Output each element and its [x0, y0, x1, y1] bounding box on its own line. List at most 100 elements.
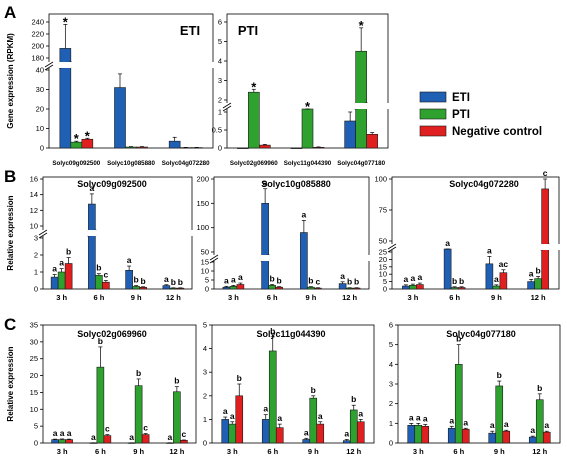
legend-label: Negative control	[452, 126, 542, 138]
y-tick-label: 15	[201, 258, 209, 267]
y-tick-label: 0	[40, 144, 44, 153]
bar-eti	[50, 276, 59, 290]
significance-letter: a	[418, 272, 423, 282]
category-label: 6 h	[267, 447, 278, 456]
significance-letter: b	[452, 276, 457, 286]
bar-eti	[447, 427, 456, 444]
significance-letter: b	[171, 277, 176, 287]
category-label: Solyc11g044390	[284, 160, 332, 167]
significance-letter: c	[316, 277, 321, 287]
significance-letter: b	[178, 277, 183, 287]
bar-pti	[414, 424, 423, 444]
y-tick-label: 200	[31, 42, 44, 51]
bar-eti	[300, 232, 308, 290]
significance-letter: b	[141, 276, 146, 286]
significance-letter: a	[423, 413, 428, 423]
bar-pti	[134, 385, 143, 444]
bar-negative-control	[275, 427, 284, 444]
bar-negative-control	[64, 263, 73, 290]
chart-title: Solyc04g077180	[446, 329, 516, 339]
chart-title: Solyc02g069960	[77, 329, 147, 339]
y-axis-label: Relative expression	[6, 346, 15, 421]
bar-eti	[114, 87, 126, 149]
significance-letter: a	[358, 408, 363, 418]
category-label: 12 h	[169, 447, 184, 456]
y-tick-label: 75	[379, 206, 387, 215]
category-label: Solyc10g085880	[107, 160, 155, 167]
significance-letter: a	[60, 428, 65, 438]
significance-letter: b	[277, 276, 282, 286]
significance-letter: b	[354, 277, 359, 287]
bar-negative-control	[461, 428, 470, 444]
y-tick-label: 25	[379, 248, 387, 257]
bar-eti	[237, 147, 249, 149]
legend-label: ETI	[452, 92, 470, 104]
significance-letter: b	[459, 276, 464, 286]
y-tick-label: 0	[218, 144, 222, 153]
significance-letter: a	[304, 427, 309, 437]
axis-break-mark	[38, 232, 48, 239]
y-tick-label: 6	[389, 321, 393, 330]
bar-pti	[307, 286, 315, 290]
axis-break-mark	[222, 102, 232, 109]
y-tick-label: 10	[36, 124, 44, 133]
y-tick-label: 0	[205, 285, 209, 294]
category-label: 9 h	[494, 447, 505, 456]
y-tick-label: 10	[30, 222, 38, 231]
bar-pti	[450, 287, 459, 290]
significance-letter: a	[238, 272, 243, 282]
category-label: 6 h	[95, 447, 106, 456]
bar-negative-control	[352, 287, 361, 290]
y-tick-label: 4	[218, 57, 222, 66]
significance-letter: a	[223, 406, 228, 416]
bar-negative-control	[275, 286, 283, 290]
significance-letter: a	[544, 420, 549, 430]
bar-eti	[168, 140, 181, 149]
y-tick-label: 5	[34, 422, 38, 431]
category-label: 12 h	[346, 447, 361, 456]
y-tick-label: 3	[203, 368, 207, 377]
y-tick-label: 10	[30, 405, 38, 414]
chart-panel-2: 0 0.5 1 2 3 4 5 6 * Solyc02g069960 * Solyc11g044390…	[212, 13, 389, 167]
bar-eti	[222, 286, 231, 290]
plot-frame	[211, 324, 375, 444]
significance-letter: b	[237, 373, 242, 383]
significance-letter: b	[270, 326, 275, 336]
axis-break-gap	[39, 230, 47, 236]
y-tick-label: 15	[379, 262, 387, 271]
category-label: 12 h	[166, 293, 181, 302]
bar-negative-control	[65, 439, 73, 444]
panel-letter-b: B	[4, 167, 16, 186]
bar-eti	[402, 285, 410, 290]
significance-letter: a	[409, 412, 414, 422]
bar-pti	[454, 364, 463, 444]
bar-negative-control	[136, 146, 148, 149]
bar-eti	[528, 436, 537, 444]
axis-break-mark	[44, 64, 54, 71]
bar-pti	[492, 285, 501, 290]
bar-negative-control	[356, 421, 365, 444]
y-tick-label: 20	[379, 255, 387, 264]
significance-letter: a	[487, 245, 492, 255]
significance-letter: c	[105, 424, 110, 434]
significance-letter: a	[168, 432, 173, 442]
significance-letter: a	[263, 178, 268, 188]
significance-letter: b	[134, 275, 139, 285]
bar-negative-control	[502, 430, 511, 444]
bar-pti	[169, 287, 178, 290]
significance-letter: a	[90, 183, 95, 193]
bar-negative-control	[416, 284, 424, 290]
bar-eti	[261, 203, 269, 290]
y-tick-label: 6	[218, 18, 222, 27]
chart-panel-1: 0 10 20 30 40 180 200 220 240 Gene expression (RP…	[6, 13, 214, 167]
category-label: Solyc02g069960	[230, 160, 278, 167]
plot-frame	[42, 324, 197, 444]
significance-letter: a	[494, 274, 499, 284]
significance-letter: b	[497, 370, 502, 380]
significance-letter: a	[53, 428, 58, 438]
y-tick-label: 40	[36, 66, 44, 75]
y-axis-label: Relative expression	[6, 195, 15, 270]
